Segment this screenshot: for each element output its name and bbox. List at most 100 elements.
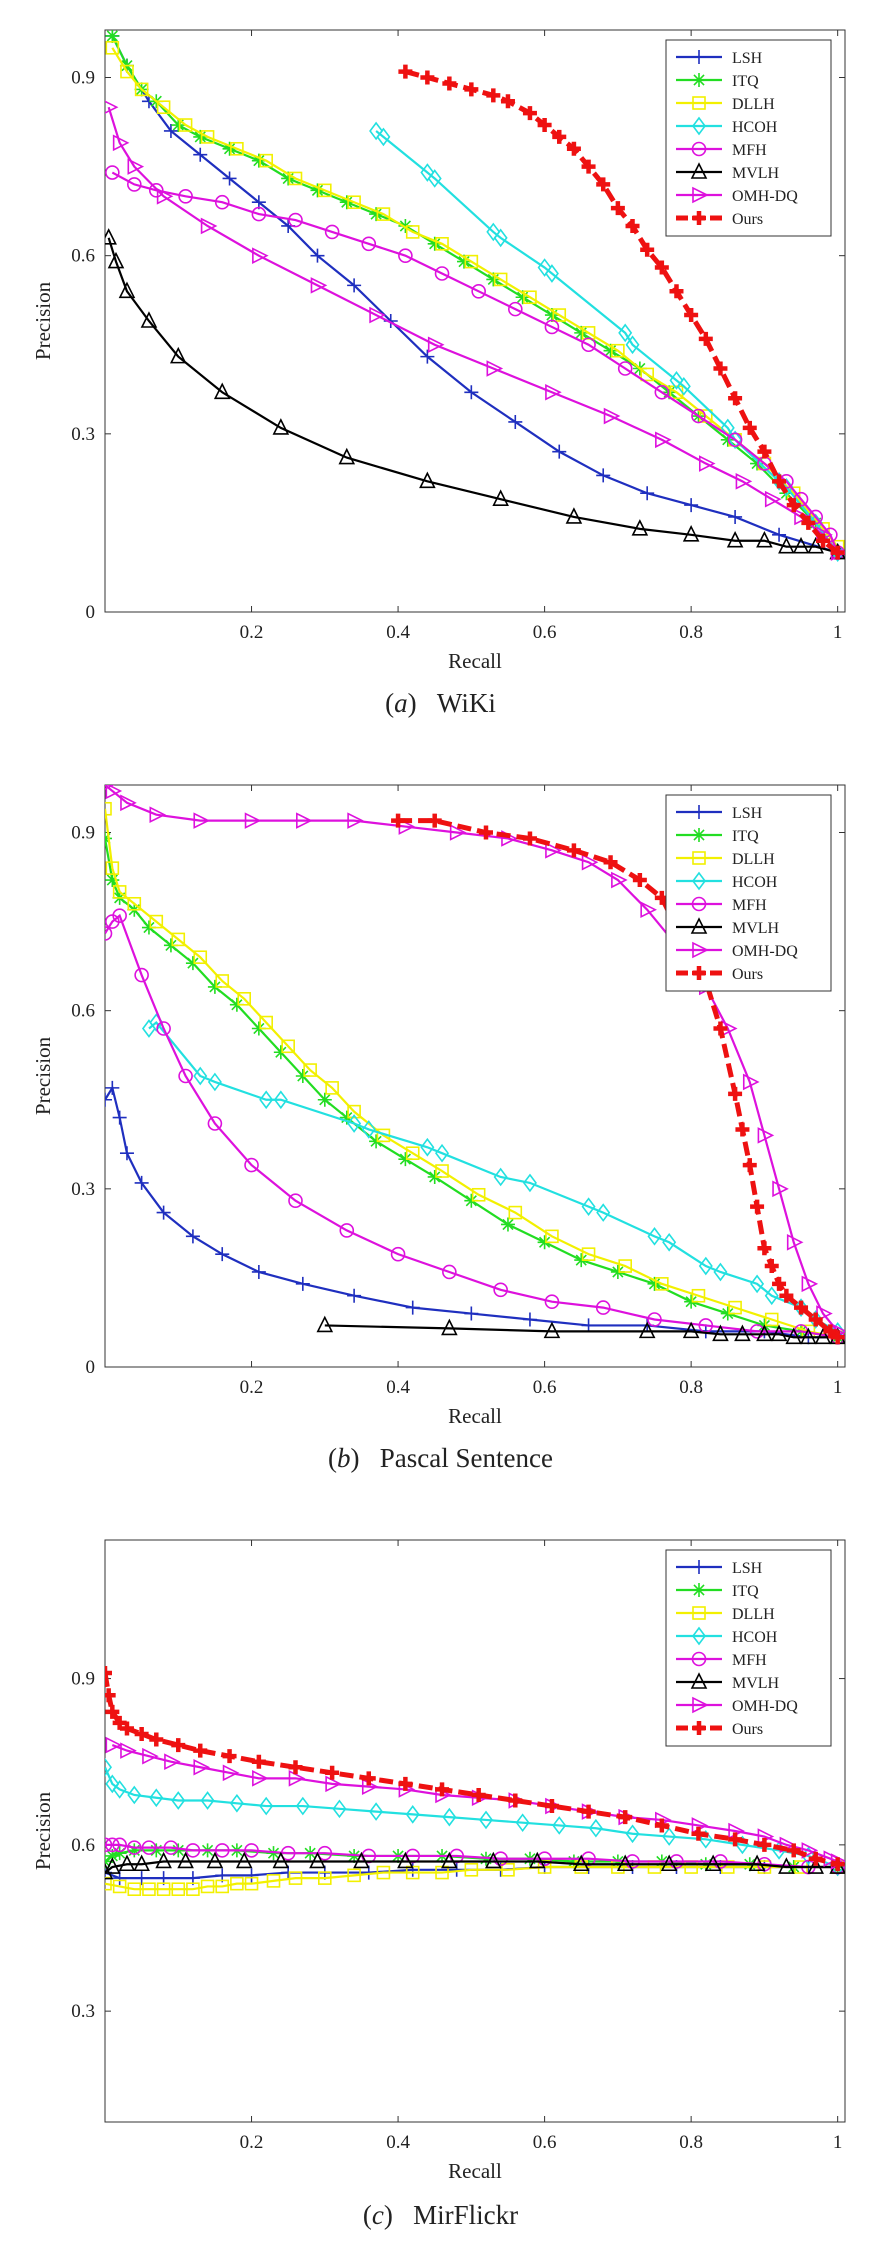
data-point-lsh [295, 1276, 310, 1291]
data-point-hcoh [581, 1197, 596, 1216]
data-point-hcoh [486, 222, 501, 242]
data-point-itq [720, 1306, 735, 1321]
legend-label-itq: ITQ [732, 1583, 759, 1600]
data-point-itq [427, 1169, 442, 1184]
data-point-dllh [112, 885, 127, 899]
y-tick-label: 0.9 [71, 68, 95, 89]
data-point-ours [112, 1715, 127, 1730]
data-point-itq [222, 141, 237, 156]
data-point-mvlh [316, 1315, 334, 1333]
data-point-ours [698, 331, 713, 346]
data-point-mfh [442, 1264, 457, 1280]
chart-panel-mirflickr: 0.2 0.4 0.6 0.8 1 0.3 0.6 0.9 Recall Precision LSH… [0, 1510, 881, 2253]
data-point-ours [522, 106, 537, 121]
data-point-omh-dq [772, 1180, 789, 1198]
data-point-hcoh [596, 1203, 611, 1222]
data-point-mvlh [792, 536, 810, 554]
data-point-mvlh [682, 525, 700, 542]
data-point-omh-dq [801, 1842, 819, 1859]
x-tick-label: 0.4 [386, 1377, 410, 1398]
data-point-mvlh [565, 507, 583, 524]
y-tick-label: 0.6 [71, 1001, 95, 1022]
data-point-ours [552, 129, 567, 144]
data-point-omh-dq [640, 901, 657, 919]
data-point-dllh [611, 343, 625, 358]
data-point-omh-dq [156, 187, 174, 205]
data-point-mfh [691, 408, 706, 424]
data-point-mfh [148, 183, 164, 198]
data-point-mfh [105, 1837, 120, 1853]
legend-label-mfh: MFH [732, 897, 767, 914]
data-point-itq [163, 938, 178, 953]
data-point-ours [742, 1158, 757, 1173]
data-point-lsh [112, 1110, 127, 1125]
data-point-mvlh [572, 1854, 590, 1872]
data-point-itq [105, 873, 120, 888]
data-point-itq [750, 456, 765, 471]
legend-label-dllh: DLLH [732, 851, 775, 868]
data-point-omh-dq [735, 473, 753, 490]
data-point-hcoh [361, 1120, 376, 1139]
data-point-hcoh [332, 1799, 347, 1819]
data-point-ours [713, 361, 728, 376]
data-point-hcoh [347, 1114, 362, 1133]
data-point-itq [127, 1843, 142, 1858]
data-point-dllh [156, 100, 171, 115]
data-point-hcoh [662, 1232, 677, 1252]
data-point-mvlh [338, 447, 356, 465]
data-point-omh-dq [105, 100, 119, 114]
data-point-mfh [185, 1843, 201, 1858]
legend-label-omh-dq: OMH-DQ [732, 188, 798, 205]
data-point-hcoh [376, 127, 391, 147]
data-point-dllh [127, 1882, 142, 1897]
data-point-mfh [288, 212, 303, 228]
data-point-mfh [178, 188, 193, 204]
legend-marker-lsh [692, 1560, 706, 1574]
data-point-lsh [684, 498, 699, 513]
data-point-mfh [105, 165, 120, 180]
data-point-hcoh [713, 1262, 728, 1282]
data-point-ours [691, 1826, 706, 1841]
data-point-ours [757, 1837, 772, 1852]
data-point-dllh [691, 1288, 706, 1303]
data-point-mfh [398, 248, 413, 263]
data-point-dllh [303, 1063, 317, 1077]
caption-letter: b [337, 1443, 351, 1473]
data-point-omh-dq [611, 871, 628, 889]
legend-label-mfh: MFH [732, 142, 767, 159]
data-point-itq [464, 1193, 479, 1208]
data-point-hcoh [149, 1788, 164, 1808]
x-tick-label: 0.2 [240, 2132, 264, 2153]
x-tick-label: 0.8 [679, 2132, 703, 2153]
data-point-itq [141, 920, 156, 935]
data-point-mfh [361, 236, 377, 252]
chart-pascal: 0.2 0.4 0.6 0.8 1 0 0.3 0.6 0.9 Recall Precision LS… [31, 784, 846, 1428]
data-point-itq [105, 30, 120, 43]
data-point-mfh [178, 1068, 193, 1084]
legend-marker-mvlh [690, 917, 708, 934]
data-point-hcoh [207, 1072, 222, 1092]
data-point-itq [171, 118, 186, 133]
data-point-lsh [508, 414, 523, 429]
data-point-itq [574, 1253, 589, 1268]
data-point-ours [728, 1832, 743, 1847]
data-point-lsh [405, 1862, 420, 1877]
data-point-hcoh [369, 121, 384, 141]
data-point-dllh [156, 1882, 171, 1897]
data-point-dllh [728, 1300, 742, 1315]
data-point-lsh [251, 1264, 266, 1279]
data-point-itq [171, 1843, 186, 1858]
data-point-mvlh [770, 1324, 788, 1342]
data-point-mfh [156, 1021, 171, 1036]
legend-label-ours: Ours [732, 966, 763, 983]
data-point-ours [464, 82, 479, 97]
data-point-hcoh [295, 1796, 310, 1816]
caption-letter: c [371, 2200, 384, 2230]
data-point-ours [794, 1300, 809, 1315]
data-point-mvlh [638, 1321, 656, 1339]
data-point-itq [500, 1217, 515, 1232]
data-point-mfh [713, 1854, 728, 1869]
data-point-dllh [581, 1247, 596, 1261]
data-point-omh-dq [698, 455, 716, 472]
data-point-hcoh [105, 1774, 120, 1794]
